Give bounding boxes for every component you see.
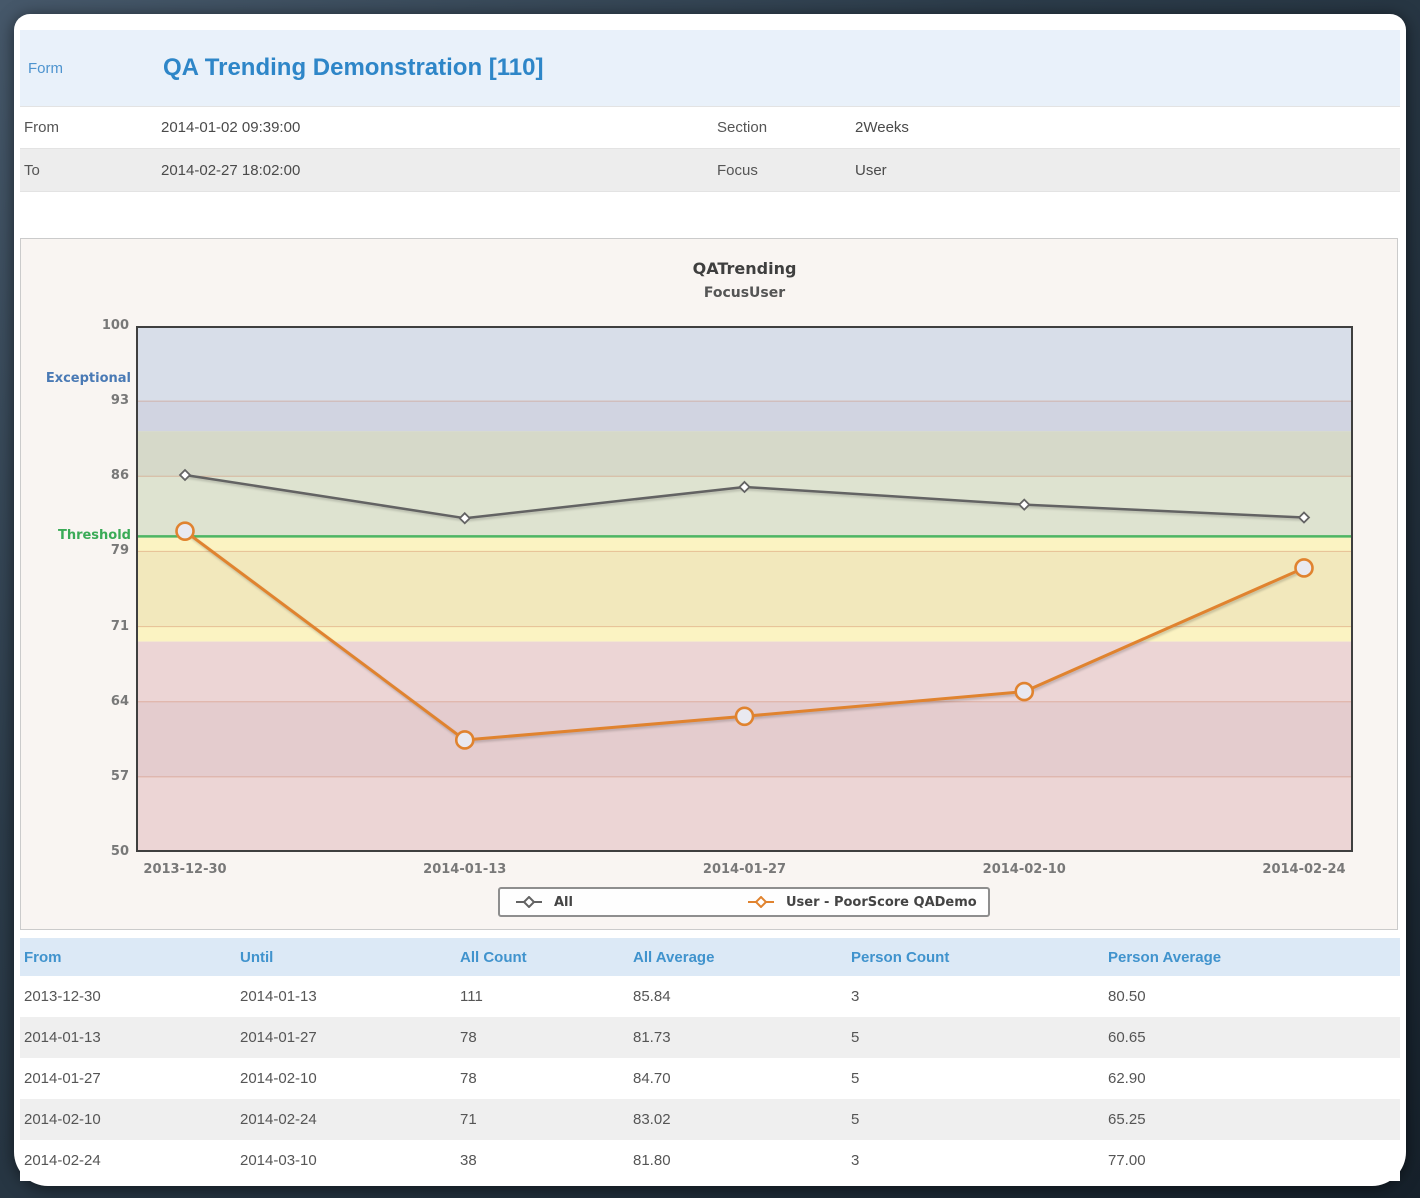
table-cell: 60.65 [1108,1029,1146,1046]
results-table-body: 2013-12-30 2014-01-13 111 85.84 3 80.50 2014-0… [20,976,1400,1181]
table-header-cell: All Average [633,948,715,966]
table-cell: 2014-02-24 [240,1111,317,1128]
table-cell: 5 [851,1111,860,1128]
table-row: 2014-02-24 2014-03-10 38 81.80 3 77.00 [20,1140,1400,1181]
report-header: Form QA Trending Demonstration [110] [20,30,1400,106]
table-cell: 78 [460,1070,477,1087]
table-cell: 2014-02-10 [240,1070,317,1087]
table-header-cell: Person Average [1108,948,1222,966]
table-cell: 77.00 [1108,1152,1146,1169]
section-field-label: Section [717,119,768,136]
y-axis-tick-label: 50 [110,844,129,859]
y-axis-tick-label: 100 [101,318,129,333]
table-header-cell: From [24,948,62,966]
table-row: 2014-01-13 2014-01-27 78 81.73 5 60.65 [20,1017,1400,1058]
legend-label-user: User - PoorScore QADemo [786,894,977,910]
table-cell: 62.90 [1108,1070,1146,1087]
table-cell: 81.80 [633,1152,671,1169]
legend-entry-user: User - PoorScore QADemo [746,895,977,910]
section-field-value: 2Weeks [855,119,909,136]
table-cell: 5 [851,1029,860,1046]
table-cell: 2014-01-27 [240,1029,317,1046]
table-cell: 2014-01-13 [240,988,317,1005]
form-label: Form [28,59,63,77]
y-axis-tick-label: 79 [110,543,129,559]
table-header-cell: All Count [460,948,527,966]
results-table-header: From Until All Count All Average Person Coun… [20,938,1400,976]
legend-entry-all: All [514,895,746,910]
table-cell: 80.50 [1108,988,1146,1005]
all-series-marker-icon [516,896,542,908]
chart-title: QATrending [692,259,797,278]
y-axis-tick-label: 64 [110,693,129,709]
table-cell: 3 [851,1152,860,1169]
y-axis-tick-label: 86 [110,468,129,484]
table-cell: 3 [851,988,860,1005]
band-annotation-exceptional: Exceptional [45,370,131,386]
table-cell: 85.84 [633,988,671,1005]
chart-legend: All User - PoorScore QADemo [498,887,990,917]
table-row: 2013-12-30 2014-01-13 111 85.84 3 80.50 [20,976,1400,1017]
x-axis-tick-label: 2014-01-13 [423,862,507,877]
table-cell: 2013-12-30 [24,988,101,1005]
chart-plot-area [136,326,1353,852]
table-cell: 2014-01-13 [24,1029,101,1046]
table-cell: 83.02 [633,1111,671,1128]
field-row-from-section: From 2014-01-02 09:39:00 Section 2Weeks [20,106,1400,149]
to-field-value: 2014-02-27 18:02:00 [161,161,301,179]
field-row-to-focus: To 2014-02-27 18:02:00 Focus User [20,149,1400,192]
table-cell: 65.25 [1108,1111,1146,1128]
report-card: Form QA Trending Demonstration [110] Fro… [14,14,1406,1186]
y-axis-tick-label: 93 [110,393,129,409]
focus-field-label: Focus [717,161,758,179]
table-cell: 78 [460,1029,477,1046]
page-title: QA Trending Demonstration [110] [163,54,544,81]
focus-field-value: User [855,161,887,179]
table-cell: 38 [460,1152,477,1169]
table-header-cell: Person Count [851,948,950,966]
table-cell: 2014-02-24 [24,1152,101,1169]
y-axis-tick-label: 57 [110,768,129,784]
table-cell: 81.73 [633,1029,671,1046]
table-cell: 84.70 [633,1070,671,1087]
table-cell: 2014-02-10 [24,1111,101,1128]
to-field-label: To [24,161,40,179]
user-series-marker-icon [748,896,774,908]
y-axis-tick-label: 71 [110,618,129,634]
table-cell: 5 [851,1070,860,1087]
x-axis-tick-label: 2013-12-30 [143,862,227,877]
table-cell: 2014-01-27 [24,1070,101,1087]
table-cell: 111 [460,988,483,1005]
x-axis-tick-label: 2014-02-10 [982,862,1066,877]
legend-label-all: All [554,894,573,910]
table-cell: 71 [460,1111,477,1128]
x-axis-tick-label: 2014-01-27 [702,862,787,877]
x-axis-tick-label: 2014-02-24 [1262,862,1346,877]
table-cell: 2014-03-10 [240,1152,317,1169]
table-row: 2014-01-27 2014-02-10 78 84.70 5 62.90 [20,1058,1400,1099]
band-annotation-threshold: Threshold [57,528,131,544]
table-row: 2014-02-10 2014-02-24 71 83.02 5 65.25 [20,1099,1400,1140]
chart-subtitle: FocusUser [703,285,786,301]
qa-trending-chart: QATrending FocusUser All User - PoorScor… [20,238,1398,930]
from-field-value: 2014-01-02 09:39:00 [161,119,301,136]
table-header-cell: Until [240,948,274,966]
from-field-label: From [24,119,59,136]
